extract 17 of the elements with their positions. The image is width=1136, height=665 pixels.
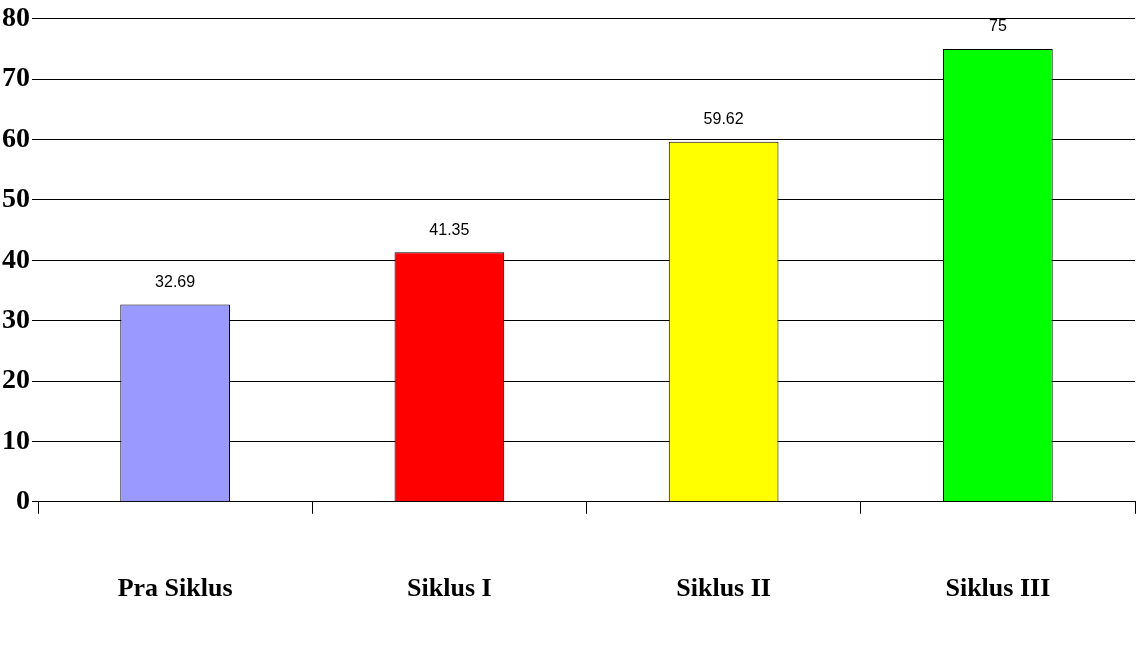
data-label: 75 [988,17,1007,35]
x-tick-label: Pra Siklus [117,573,233,603]
y-tick-label: 80 [2,1,30,33]
y-tick-label: 40 [2,242,30,274]
data-label: 59.62 [703,110,744,128]
y-tick-label: 10 [2,423,30,455]
y-tick-label: 60 [2,121,30,153]
y-tick-label: 30 [2,302,30,334]
data-label: 41.35 [429,220,470,238]
data-label: 32.69 [155,272,196,290]
x-tick-label: Siklus II [676,573,771,603]
y-tick-label: 0 [16,484,30,516]
y-tick-label: 20 [2,363,30,395]
y-tick-label: 70 [2,61,30,93]
y-tick-label: 50 [2,182,30,214]
x-tick-label: Siklus III [945,573,1051,603]
x-tick-label: Siklus I [407,573,492,603]
